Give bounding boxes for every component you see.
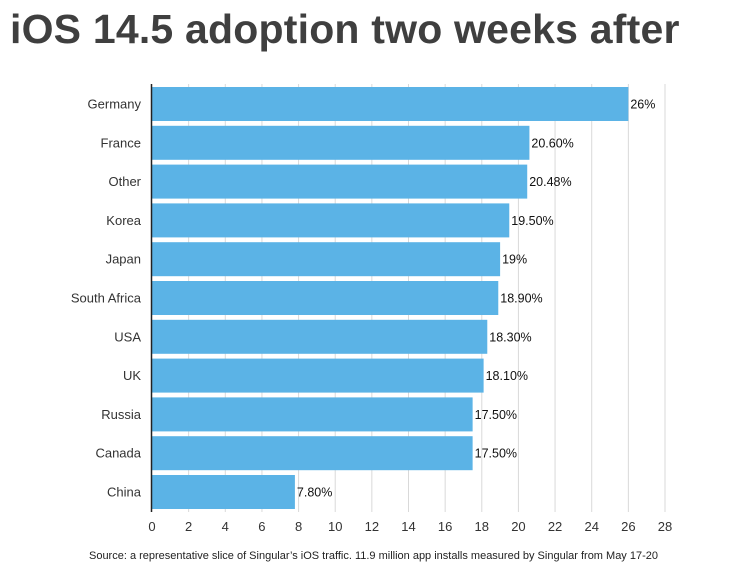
bar-russia — [152, 397, 473, 432]
data-label: 18.10% — [486, 369, 528, 383]
x-tick-label: 8 — [295, 519, 302, 534]
x-tick-label: 12 — [365, 519, 379, 534]
category-label: Other — [108, 174, 141, 189]
data-label: 19.50% — [511, 214, 553, 228]
bar-other — [152, 164, 528, 199]
data-label: 18.30% — [489, 330, 531, 344]
bar-japan — [152, 242, 501, 277]
x-tick-label: 28 — [658, 519, 672, 534]
bar-south-africa — [152, 281, 499, 315]
x-tick-label: 10 — [328, 519, 342, 534]
bar-uk — [152, 358, 484, 393]
data-label: 19% — [502, 253, 527, 267]
x-tick-label: 16 — [438, 519, 452, 534]
bar-korea — [152, 203, 510, 238]
data-label: 26% — [630, 98, 655, 112]
x-tick-label: 4 — [222, 519, 229, 534]
x-tick-label: 26 — [621, 519, 635, 534]
bar-usa — [152, 319, 488, 354]
data-label: 17.50% — [475, 447, 517, 461]
data-label: 18.90% — [500, 292, 542, 306]
category-label: USA — [114, 329, 141, 344]
data-label: 20.60% — [531, 136, 573, 150]
chart-title: iOS 14.5 adoption two weeks after — [10, 6, 680, 52]
category-label: Germany — [88, 97, 142, 112]
source-note: Source: a representative slice of Singul… — [88, 550, 658, 562]
x-tick-label: 0 — [148, 519, 155, 534]
data-label: 20.48% — [529, 175, 571, 189]
category-label: France — [101, 135, 141, 150]
category-label: Russia — [101, 407, 142, 422]
bar-canada — [152, 436, 473, 471]
category-label: Japan — [106, 252, 141, 267]
bar-china — [152, 475, 295, 509]
category-label: Korea — [106, 213, 141, 228]
data-label: 7.80% — [297, 486, 332, 500]
x-tick-label: 20 — [511, 519, 525, 534]
x-tick-label: 24 — [584, 519, 598, 534]
category-label: China — [107, 485, 142, 500]
bar-france — [152, 125, 530, 160]
bar-germany — [152, 87, 629, 121]
x-tick-label: 2 — [185, 519, 192, 534]
category-label: South Africa — [71, 291, 142, 306]
x-tick-label: 18 — [475, 519, 489, 534]
category-label: UK — [123, 368, 141, 383]
bars — [152, 87, 629, 509]
x-tick-label: 14 — [401, 519, 415, 534]
data-label: 17.50% — [475, 408, 517, 422]
x-tick-label: 6 — [258, 519, 265, 534]
category-label: Canada — [95, 446, 141, 461]
x-tick-label: 22 — [548, 519, 562, 534]
